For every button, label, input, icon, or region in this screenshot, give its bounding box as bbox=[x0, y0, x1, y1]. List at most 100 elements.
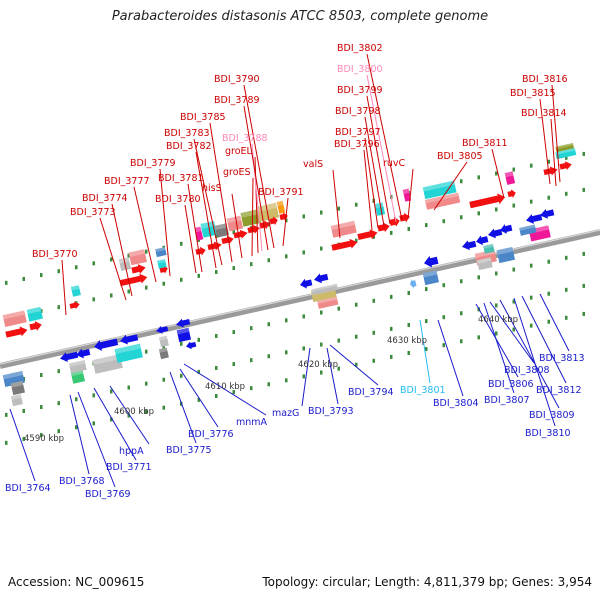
gene-block bbox=[176, 327, 192, 343]
track-dot bbox=[232, 230, 235, 235]
track-dot bbox=[460, 179, 463, 184]
forward-gene-arrow bbox=[131, 264, 146, 274]
gene-label[interactable]: BDI_3815 bbox=[510, 88, 556, 99]
gene-label[interactable]: BDI_3801 bbox=[400, 385, 446, 396]
gene-label[interactable]: BDI_3813 bbox=[539, 353, 585, 364]
label-leader-line bbox=[184, 204, 197, 274]
track-dot bbox=[582, 151, 585, 156]
track-dot bbox=[355, 302, 358, 307]
track-dot bbox=[425, 319, 428, 324]
track-dot bbox=[302, 250, 305, 255]
gene-label[interactable]: BDI_3775 bbox=[166, 445, 212, 456]
track-dot bbox=[565, 315, 568, 320]
track-dot bbox=[442, 343, 445, 348]
gene-label[interactable]: BDI_3800 bbox=[337, 64, 383, 75]
gene-label[interactable]: BDI_3802 bbox=[337, 43, 383, 54]
gene-label[interactable]: hppA bbox=[119, 446, 144, 457]
gene-label[interactable]: BDI_3791 bbox=[258, 187, 304, 198]
gene-block bbox=[276, 200, 286, 214]
track-dot bbox=[355, 238, 358, 243]
gene-label[interactable]: BDI_3790 bbox=[214, 74, 260, 85]
gene-label[interactable]: BDI_3811 bbox=[462, 138, 508, 149]
label-leader-line bbox=[282, 197, 289, 247]
label-leader-line bbox=[366, 74, 397, 223]
gene-label[interactable]: BDI_3797 bbox=[335, 127, 381, 138]
gene-label[interactable]: BDI_3789 bbox=[214, 95, 260, 106]
gene-label[interactable]: mnmA bbox=[236, 417, 268, 428]
gene-label[interactable]: BDI_3785 bbox=[180, 112, 226, 123]
gene-label[interactable]: BDI_3796 bbox=[334, 139, 380, 150]
gene-label[interactable]: BDI_3810 bbox=[525, 428, 571, 439]
gene-label[interactable]: BDI_3771 bbox=[106, 462, 152, 473]
track-dot bbox=[180, 341, 183, 346]
gene-label[interactable]: BDI_3768 bbox=[59, 476, 105, 487]
gene-label[interactable]: BDI_3782 bbox=[166, 141, 212, 152]
track-dot bbox=[320, 342, 323, 347]
gene-block bbox=[555, 148, 577, 160]
gene-label[interactable]: BDI_3769 bbox=[85, 489, 131, 500]
gene-label[interactable]: BDI_3799 bbox=[337, 85, 383, 96]
track-dot bbox=[530, 263, 533, 268]
reverse-gene-arrow bbox=[60, 351, 79, 362]
track-dot bbox=[512, 167, 515, 172]
gene-label[interactable]: BDI_3773 bbox=[70, 207, 116, 218]
track-dot bbox=[285, 378, 288, 383]
gene-label[interactable]: valS bbox=[303, 159, 323, 170]
label-leader-line bbox=[437, 319, 464, 397]
gene-label[interactable]: BDI_3806 bbox=[488, 379, 534, 390]
track-dot bbox=[5, 280, 8, 285]
track-dot bbox=[565, 287, 568, 292]
gene-label[interactable]: BDI_3809 bbox=[529, 410, 575, 421]
gene-label[interactable]: BDI_3814 bbox=[521, 108, 567, 119]
forward-gene-arrow bbox=[559, 161, 572, 171]
track-dot bbox=[390, 230, 393, 235]
gene-label[interactable]: BDI_3770 bbox=[32, 249, 78, 260]
label-leader-line bbox=[183, 363, 267, 416]
gene-label[interactable]: BDI_3774 bbox=[82, 193, 128, 204]
gene-label[interactable]: BDI_3807 bbox=[484, 395, 530, 406]
gene-label[interactable]: groES bbox=[223, 167, 251, 178]
gene-label[interactable]: BDI_3808 bbox=[504, 365, 550, 376]
gene-label[interactable]: groEL bbox=[225, 146, 253, 157]
gene-label[interactable]: hisS bbox=[202, 183, 222, 194]
genome-summary: Topology: circular; Length: 4,811,379 bp… bbox=[262, 575, 592, 589]
track-dot bbox=[40, 433, 43, 438]
gene-label[interactable]: BDI_3804 bbox=[433, 398, 479, 409]
gene-label[interactable]: BDI_3780 bbox=[155, 194, 201, 205]
forward-gene-arrow bbox=[357, 229, 378, 240]
track-dot bbox=[250, 326, 253, 331]
track-dot bbox=[530, 295, 533, 300]
track-dot bbox=[495, 171, 498, 176]
track-dot bbox=[40, 273, 43, 278]
accession-text: Accession: NC_009615 bbox=[8, 575, 145, 589]
gene-label[interactable]: BDI_3764 bbox=[5, 483, 51, 494]
gene-label[interactable]: BDI_3777 bbox=[104, 176, 150, 187]
label-leader-line bbox=[169, 371, 197, 444]
gene-label[interactable]: BDI_3798 bbox=[335, 106, 381, 117]
gene-label[interactable]: BDI_3779 bbox=[130, 158, 176, 169]
label-leader-line bbox=[407, 168, 414, 220]
track-dot bbox=[425, 347, 428, 352]
track-dot bbox=[22, 276, 25, 281]
gene-label[interactable]: BDI_3776 bbox=[188, 429, 234, 440]
gene-label[interactable]: BDI_3816 bbox=[522, 74, 568, 85]
gene-label[interactable]: BDI_3794 bbox=[348, 387, 394, 398]
gene-label[interactable]: BDI_3788 bbox=[222, 133, 268, 144]
gene-label[interactable]: ruvC bbox=[383, 158, 406, 169]
track-dot bbox=[57, 369, 60, 374]
gene-label[interactable]: mazG bbox=[272, 408, 299, 419]
gene-label[interactable]: BDI_3812 bbox=[536, 385, 582, 396]
track-dot bbox=[302, 214, 305, 219]
label-leader-line bbox=[483, 302, 515, 394]
gene-block bbox=[374, 202, 386, 216]
gene-label[interactable]: BDI_3781 bbox=[158, 173, 204, 184]
track-dot bbox=[372, 298, 375, 303]
track-dot bbox=[197, 369, 200, 374]
gene-label[interactable]: BDI_3793 bbox=[308, 406, 354, 417]
gene-label[interactable]: BDI_3805 bbox=[437, 151, 483, 162]
label-leader-line bbox=[499, 299, 560, 409]
gene-label[interactable]: BDI_3783 bbox=[164, 128, 210, 139]
track-dot bbox=[530, 163, 533, 168]
track-dot bbox=[267, 354, 270, 359]
track-dot bbox=[355, 334, 358, 339]
